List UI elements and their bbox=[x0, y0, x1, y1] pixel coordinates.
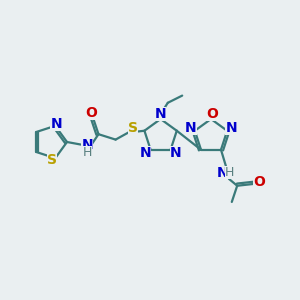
Text: H: H bbox=[82, 146, 92, 158]
Text: N: N bbox=[50, 117, 62, 131]
Text: H: H bbox=[225, 166, 234, 179]
Text: N: N bbox=[140, 146, 152, 160]
Text: N: N bbox=[170, 146, 182, 160]
Text: S: S bbox=[128, 121, 138, 135]
Text: S: S bbox=[47, 153, 57, 167]
Text: O: O bbox=[254, 175, 265, 189]
Text: N: N bbox=[217, 166, 228, 180]
Text: N: N bbox=[185, 121, 196, 135]
Text: N: N bbox=[225, 121, 237, 135]
Text: N: N bbox=[81, 138, 93, 152]
Text: O: O bbox=[206, 107, 218, 121]
Text: O: O bbox=[85, 106, 97, 120]
Text: N: N bbox=[155, 107, 167, 121]
